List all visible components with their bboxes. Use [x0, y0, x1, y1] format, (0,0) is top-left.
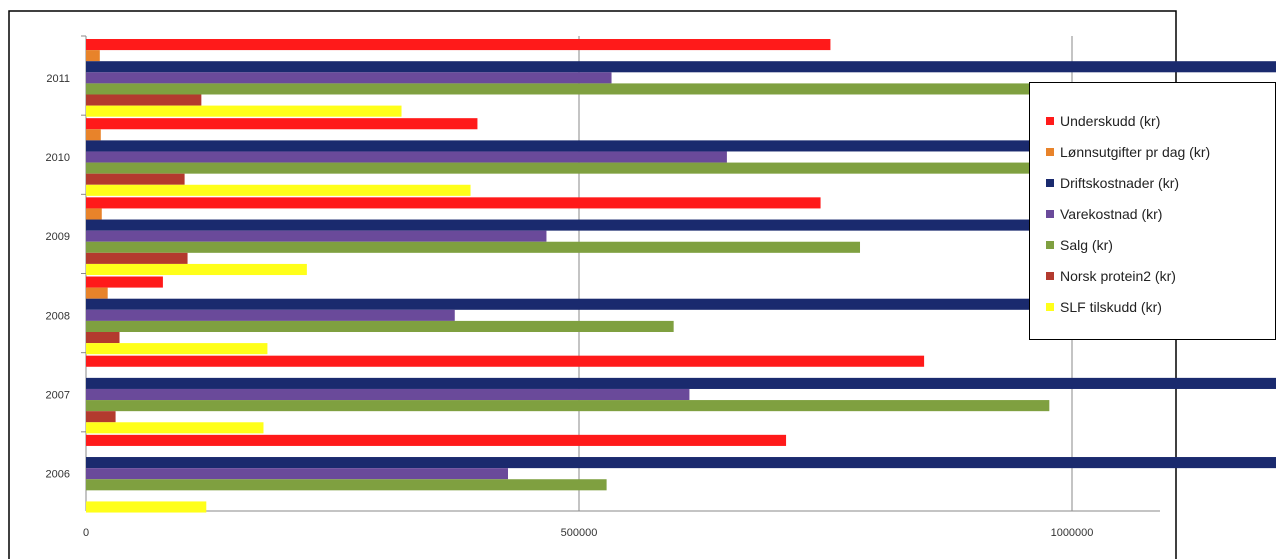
bar [86, 39, 831, 51]
legend-swatch [1046, 116, 1054, 125]
legend-swatch [1046, 147, 1054, 156]
bar [86, 72, 612, 84]
bar [86, 320, 674, 332]
bar [86, 197, 821, 209]
bar [86, 434, 787, 446]
legend-label: SLF tilskudd (kr) [1060, 298, 1162, 315]
bar [86, 140, 1276, 152]
bar [86, 400, 1050, 412]
y-tick-label: 2006 [46, 469, 70, 481]
bar [86, 457, 1276, 469]
y-tick-label: 2011 [46, 73, 70, 85]
bar [86, 241, 861, 253]
y-tick-label: 2009 [46, 231, 70, 243]
bar [86, 468, 509, 480]
legend-label: Lønnsutgifter pr dag (kr) [1060, 143, 1211, 160]
legend-swatch [1046, 271, 1054, 280]
bar [86, 422, 264, 434]
legend-label: Norsk protein2 (kr) [1060, 267, 1176, 284]
y-tick-label: 2007 [46, 390, 70, 402]
bar [86, 298, 1276, 310]
x-tick-label: 500000 [561, 527, 598, 539]
bar [86, 309, 455, 321]
bar [86, 230, 547, 242]
bar [86, 377, 1276, 389]
bar [86, 118, 478, 130]
legend-label: Salg (kr) [1060, 236, 1113, 253]
bar [86, 388, 690, 401]
legend-item: SLF tilskudd (kr) [1046, 291, 1275, 322]
bar [86, 50, 100, 62]
legend-label: Varekostnad (kr) [1060, 205, 1163, 222]
bar [86, 129, 101, 141]
legend-swatch [1046, 178, 1054, 187]
y-tick-label: 2008 [46, 310, 70, 322]
x-tick-label: 0 [83, 527, 89, 539]
legend-item: Underskudd (kr) [1046, 105, 1275, 136]
legend-swatch [1046, 302, 1054, 311]
legend-item: Norsk protein2 (kr) [1046, 260, 1275, 291]
bar [86, 343, 268, 355]
bar [86, 276, 163, 288]
bar [86, 105, 402, 117]
legend-item: Varekostnad (kr) [1046, 198, 1275, 229]
bar [86, 219, 1276, 231]
bar [86, 83, 1276, 95]
x-tick-label: 1000000 [1051, 527, 1094, 539]
bar [86, 332, 120, 344]
bar [86, 479, 607, 491]
bar [86, 263, 307, 276]
y-tick-label: 2010 [46, 152, 70, 164]
legend-item: Driftskostnader (kr) [1046, 167, 1275, 198]
bar [86, 162, 1206, 174]
bar [86, 151, 727, 163]
legend-swatch [1046, 240, 1054, 249]
legend-label: Driftskostnader (kr) [1060, 174, 1180, 191]
legend-label: Underskudd (kr) [1060, 112, 1161, 129]
bar [86, 355, 925, 367]
bar [86, 501, 207, 513]
bar [86, 184, 471, 196]
bar [86, 208, 102, 220]
legend-item: Lønnsutgifter pr dag (kr) [1046, 136, 1275, 167]
chart-legend: Underskudd (kr) Lønnsutgifter pr dag (kr)… [1029, 82, 1276, 340]
bar [86, 61, 1276, 73]
bar [86, 173, 185, 185]
legend-swatch [1046, 209, 1054, 218]
legend-item: Salg (kr) [1046, 229, 1275, 260]
bar [86, 411, 116, 423]
bar [86, 287, 108, 299]
bar [86, 94, 202, 106]
bar [86, 252, 188, 264]
